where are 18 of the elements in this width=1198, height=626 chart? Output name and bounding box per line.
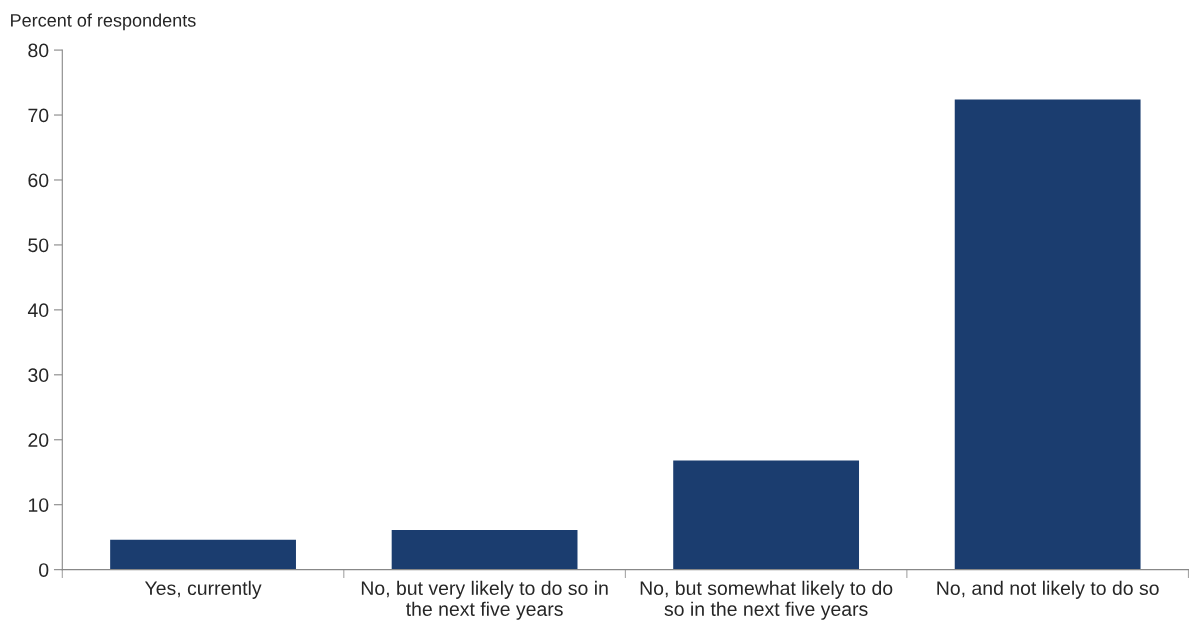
bar	[110, 539, 296, 570]
x-tick-label: No, but very likely to do so in the next five years	[361, 580, 608, 620]
y-tick-label: 10	[28, 498, 49, 512]
y-tick-label: 0	[39, 563, 49, 577]
y-tick-label: 30	[28, 368, 49, 383]
x-tick-label: Yes, currently	[144, 580, 262, 599]
x-tick-label: No, and not likely to do so	[937, 580, 1159, 599]
y-tick-label: 20	[28, 433, 49, 447]
y-tick-label: 70	[28, 108, 49, 123]
y-tick-label: 50	[28, 238, 49, 253]
y-tick-label: 80	[28, 43, 49, 58]
bar	[391, 530, 578, 570]
y-tick-label: 60	[28, 173, 49, 188]
bar	[954, 99, 1141, 570]
y-axis-title: Percent of respondents	[11, 13, 196, 31]
x-tick-label: No, but somewhat likely to do so in the next five years	[640, 580, 893, 620]
bar	[673, 460, 860, 570]
y-tick-label: 40	[27, 303, 49, 318]
